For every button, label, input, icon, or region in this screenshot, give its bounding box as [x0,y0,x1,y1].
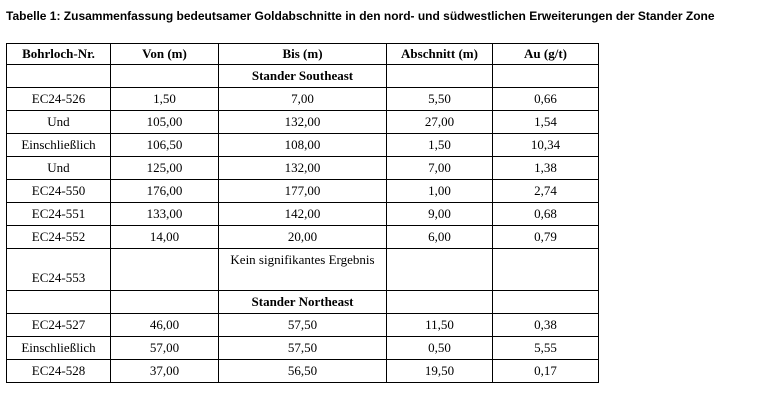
data-cell: EC24-551 [6,202,111,226]
empty-cell [6,290,111,314]
data-cell: 7,00 [386,156,493,180]
data-cell: EC24-553 [6,248,111,291]
table-body: Stander Southeast EC24-526 1,50 7,00 5,50 0,6… [6,64,599,383]
data-row: Und 125,00 132,00 7,00 1,38 [6,156,599,180]
data-cell: 37,00 [110,359,219,383]
data-cell: 1,38 [492,156,599,180]
data-cell: 132,00 [218,156,387,180]
empty-cell [386,290,493,314]
data-cell: 176,00 [110,179,219,203]
data-cell: Kein signifikantes Ergebnis [218,248,387,291]
data-cell: 5,50 [386,87,493,111]
data-cell: 57,50 [218,313,387,337]
data-cell: 1,54 [492,110,599,134]
empty-cell [386,248,493,291]
data-cell: Einschließlich [6,133,111,157]
results-table: Bohrloch-Nr. Von (m) Bis (m) Abschnitt (m) A… [6,43,599,383]
empty-cell [492,64,599,88]
header-cell: Bis (m) [218,43,387,65]
header-cell: Abschnitt (m) [386,43,493,65]
empty-cell [110,248,219,291]
data-cell: 105,00 [110,110,219,134]
data-cell: 0,17 [492,359,599,383]
data-cell: 27,00 [386,110,493,134]
data-cell: 19,50 [386,359,493,383]
header-cell: Bohrloch-Nr. [6,43,111,65]
data-cell: 132,00 [218,110,387,134]
data-row: EC24-552 14,00 20,00 6,00 0,79 [6,225,599,249]
data-cell: 5,55 [492,336,599,360]
data-row: EC24-528 37,00 56,50 19,50 0,17 [6,359,599,383]
data-cell: EC24-527 [6,313,111,337]
data-cell: 0,50 [386,336,493,360]
data-cell: 106,50 [110,133,219,157]
data-cell: 46,00 [110,313,219,337]
data-cell: Einschließlich [6,336,111,360]
data-cell: 177,00 [218,179,387,203]
table-title: Tabelle 1: Zusammenfassung bedeutsamer G… [6,9,715,23]
data-cell: 1,50 [110,87,219,111]
data-cell: 2,74 [492,179,599,203]
data-row: EC24-551 133,00 142,00 9,00 0,68 [6,202,599,226]
header-row: Bohrloch-Nr. Von (m) Bis (m) Abschnitt (m) A… [6,43,599,65]
empty-cell [110,64,219,88]
data-row: EC24-553 Kein signifikantes Ergebnis [6,248,599,291]
data-cell: 1,00 [386,179,493,203]
empty-cell [110,290,219,314]
data-cell: 108,00 [218,133,387,157]
data-cell: Und [6,110,111,134]
data-cell: 11,50 [386,313,493,337]
data-cell: 133,00 [110,202,219,226]
data-row: Einschließlich 106,50 108,00 1,50 10,34 [6,133,599,157]
header-cell: Von (m) [110,43,219,65]
empty-cell [492,248,599,291]
data-row: Einschließlich 57,00 57,50 0,50 5,55 [6,336,599,360]
section-cell: Stander Southeast [218,64,387,88]
empty-cell [386,64,493,88]
data-cell: 57,50 [218,336,387,360]
data-cell: EC24-526 [6,87,111,111]
data-row: Und 105,00 132,00 27,00 1,54 [6,110,599,134]
data-cell: 125,00 [110,156,219,180]
section-row: Stander Southeast [6,64,599,88]
data-cell: 0,79 [492,225,599,249]
data-cell: EC24-550 [6,179,111,203]
section-cell: Stander Northeast [218,290,387,314]
data-cell: 1,50 [386,133,493,157]
empty-cell [492,290,599,314]
data-cell: 142,00 [218,202,387,226]
empty-cell [6,64,111,88]
data-cell: 57,00 [110,336,219,360]
data-row: EC24-550 176,00 177,00 1,00 2,74 [6,179,599,203]
data-cell: 0,68 [492,202,599,226]
data-cell: 6,00 [386,225,493,249]
data-cell: 14,00 [110,225,219,249]
data-cell: 7,00 [218,87,387,111]
data-cell: 10,34 [492,133,599,157]
data-cell: 0,38 [492,313,599,337]
data-row: EC24-527 46,00 57,50 11,50 0,38 [6,313,599,337]
data-row: EC24-526 1,50 7,00 5,50 0,66 [6,87,599,111]
data-cell: 0,66 [492,87,599,111]
data-cell: 20,00 [218,225,387,249]
data-cell: EC24-528 [6,359,111,383]
data-cell: 9,00 [386,202,493,226]
header-cell: Au (g/t) [492,43,599,65]
data-cell: 56,50 [218,359,387,383]
data-cell: Und [6,156,111,180]
data-cell: EC24-552 [6,225,111,249]
section-row: Stander Northeast [6,290,599,314]
